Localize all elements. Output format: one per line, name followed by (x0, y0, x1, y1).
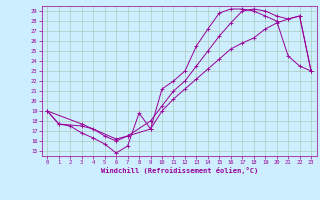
X-axis label: Windchill (Refroidissement éolien,°C): Windchill (Refroidissement éolien,°C) (100, 167, 258, 174)
